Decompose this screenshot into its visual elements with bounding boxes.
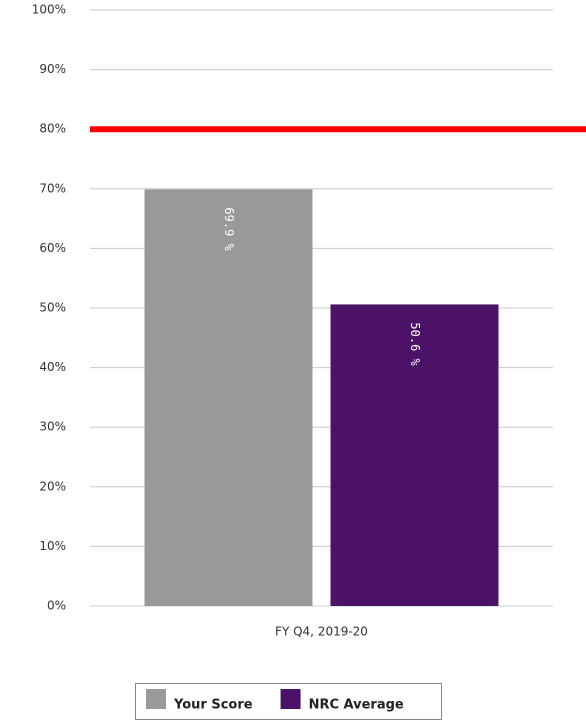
y-tick-label: 90%	[39, 62, 66, 76]
y-tick-label: 20%	[39, 479, 66, 493]
y-tick-label: 50%	[39, 301, 66, 315]
legend-label: Your Score	[173, 698, 253, 713]
y-tick-label: 10%	[39, 539, 66, 553]
value-label: 69.9 %	[222, 207, 236, 251]
legend-swatch	[146, 689, 166, 709]
y-tick-label: 70%	[39, 181, 66, 195]
y-tick-label: 30%	[39, 420, 66, 434]
bar	[330, 304, 499, 606]
y-tick-label: 40%	[39, 360, 66, 374]
y-tick-label: 80%	[39, 122, 66, 136]
x-tick-label: FY Q4, 2019-20	[275, 625, 368, 639]
value-label: 50.6 %	[408, 322, 422, 366]
bar	[144, 189, 313, 606]
legend-swatch	[280, 689, 301, 709]
y-tick-label: 100%	[32, 3, 66, 17]
legend-label: NRC Average	[309, 698, 404, 713]
y-tick-label: 0%	[47, 599, 66, 613]
y-tick-label: 60%	[39, 241, 66, 255]
